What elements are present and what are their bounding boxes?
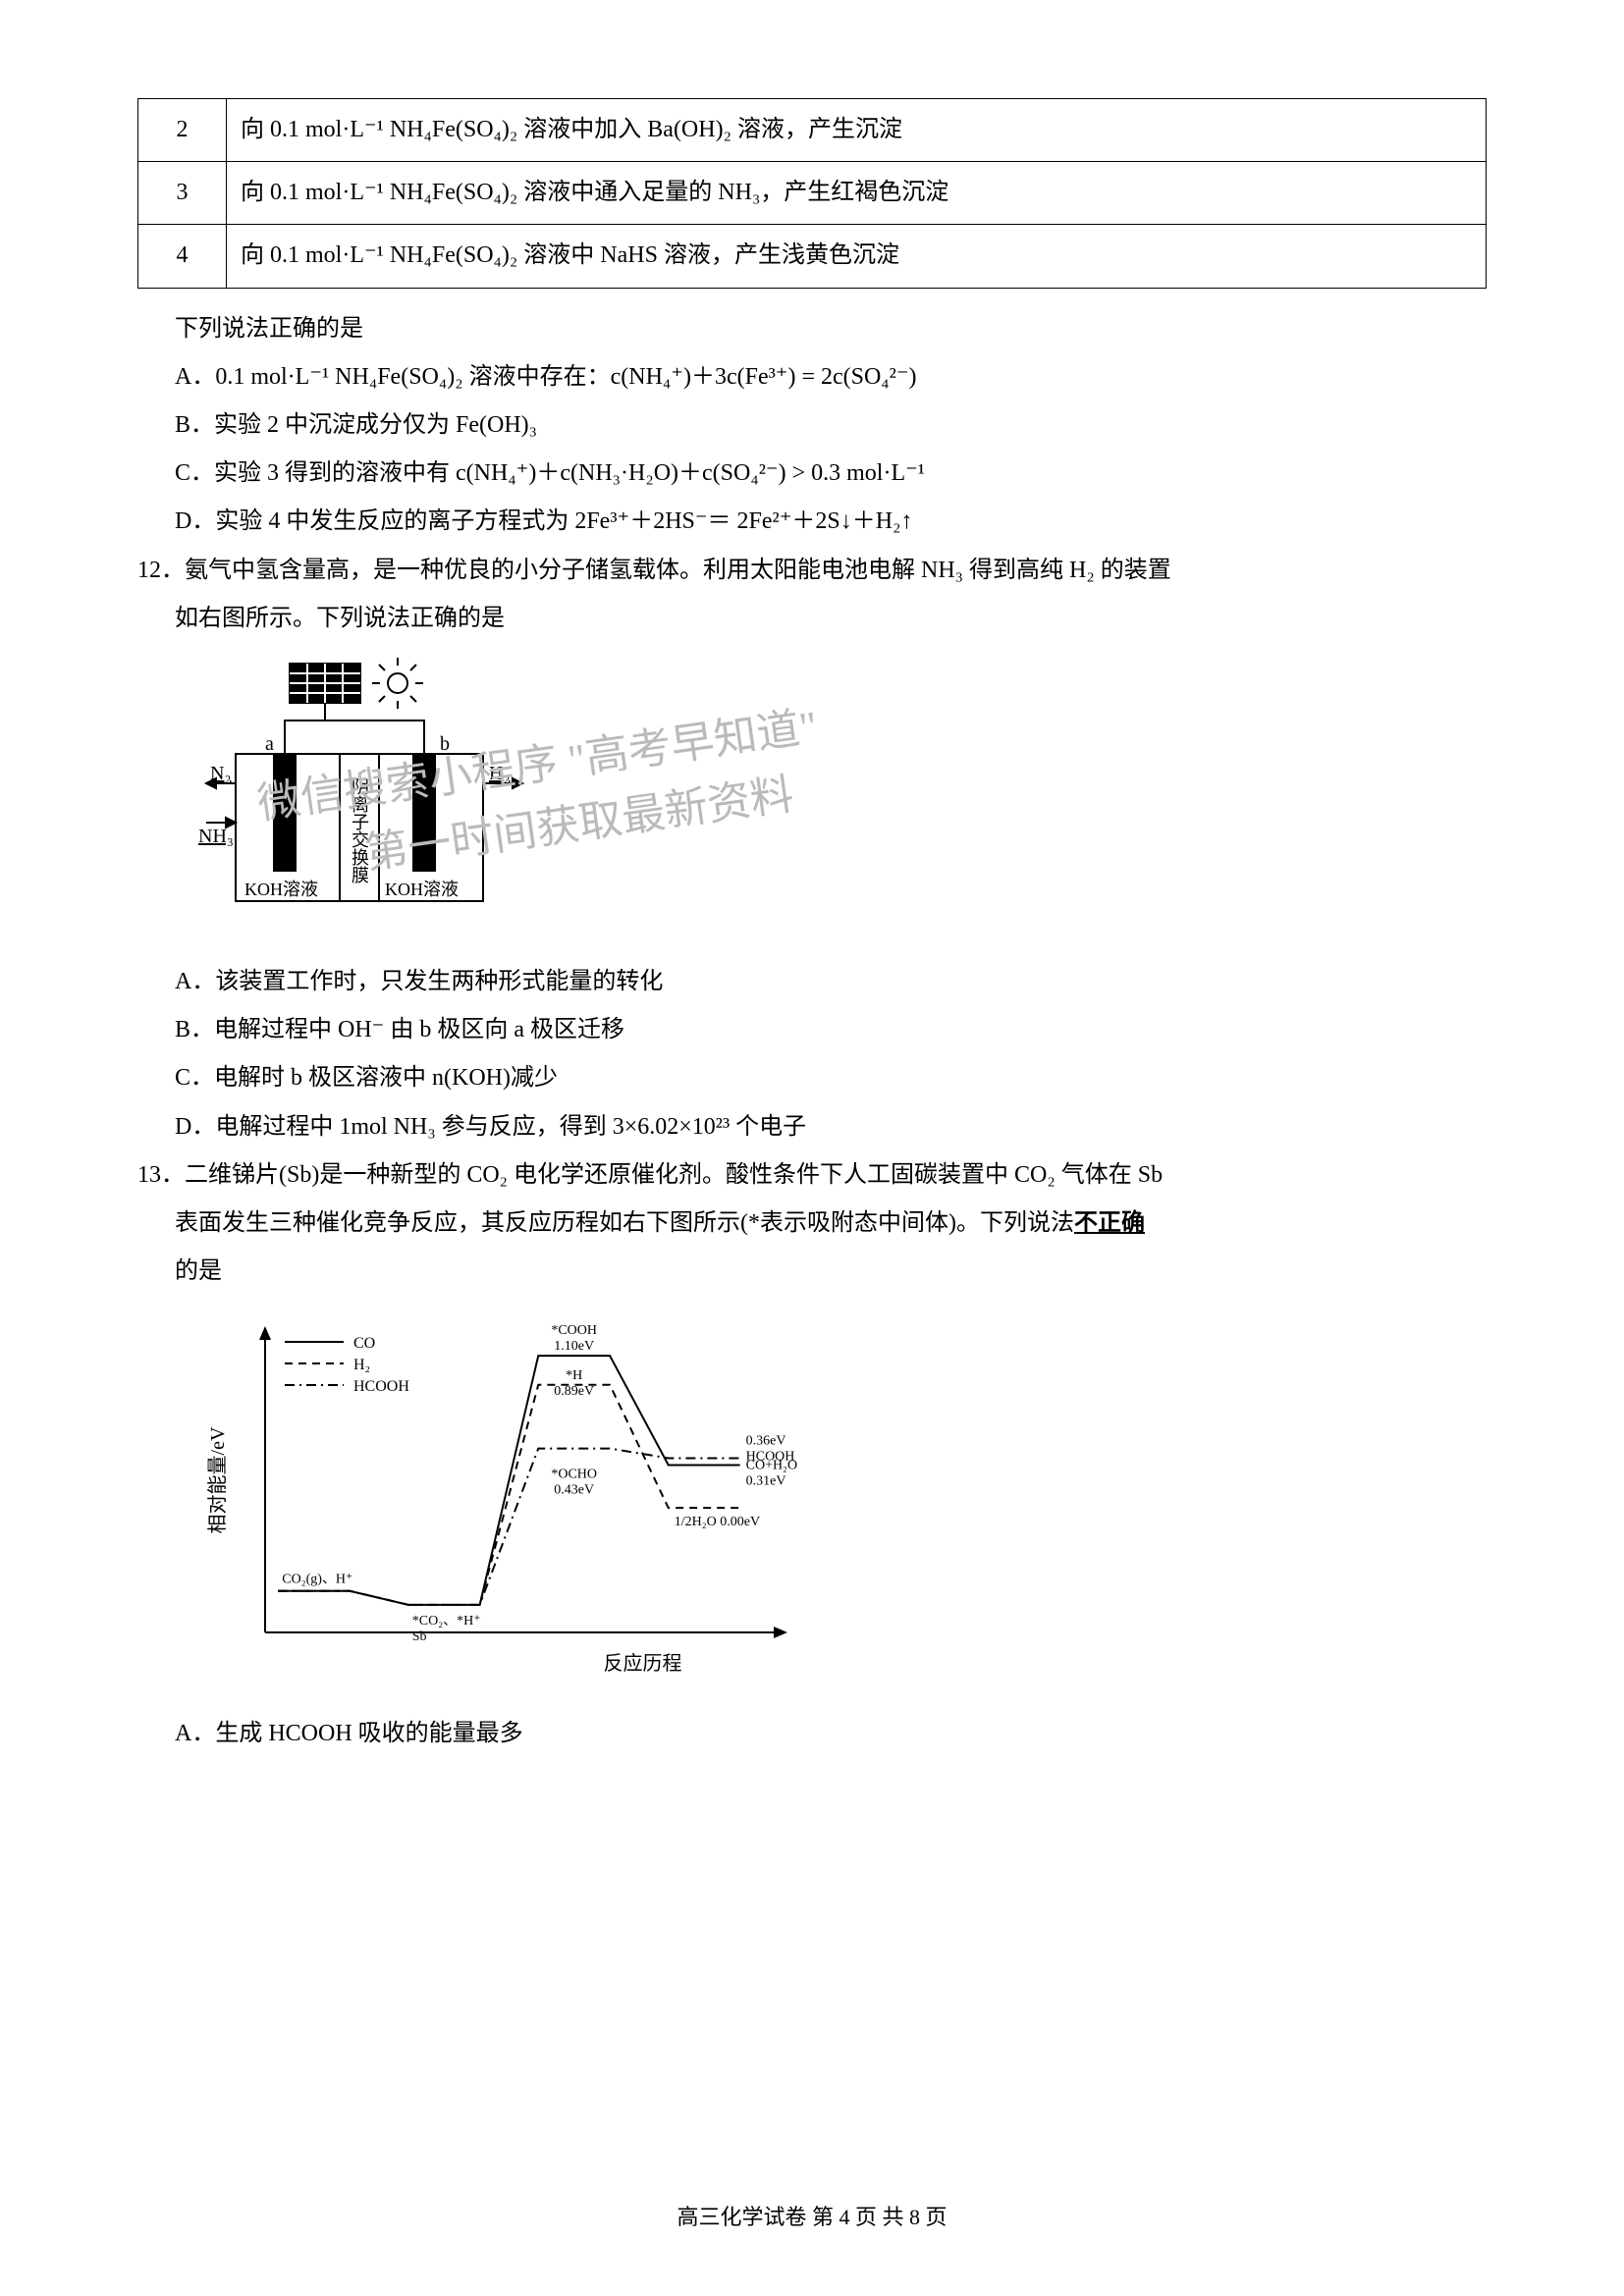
row-num: 2 — [138, 99, 227, 162]
table-row: 2 向 0.1 mol·L⁻¹ NH₄Fe(SO₄)₂ 溶液中加入 Ba(OH)… — [138, 99, 1487, 162]
svg-text:相对能量/eV: 相对能量/eV — [206, 1426, 229, 1533]
q12-stem-line1: 氨气中氢含量高，是一种优良的小分子储氢载体。利用太阳能电池电解 NH₃ 得到高纯… — [185, 558, 1171, 583]
svg-text:*COOH: *COOH — [551, 1324, 597, 1339]
svg-text:CO: CO — [353, 1335, 375, 1352]
svg-text:1.10eV: 1.10eV — [554, 1340, 594, 1355]
svg-text:1/2H₂O 0.00eV: 1/2H₂O 0.00eV — [675, 1516, 760, 1530]
q11-option-a: A．0.1 mol·L⁻¹ NH₄Fe(SO₄)₂ 溶液中存在：c(NH₄⁺)＋… — [137, 356, 1487, 399]
q13-stem-underline: 不正确 — [1074, 1210, 1145, 1236]
q11-option-b: B．实验 2 中沉淀成分仅为 Fe(OH)₃ — [137, 404, 1487, 447]
svg-text:0.36eV: 0.36eV — [746, 1434, 786, 1449]
q12-option-b: B．电解过程中 OH⁻ 由 b 极区向 a 极区迁移 — [137, 1009, 1487, 1051]
label-h2: H₂ — [489, 763, 510, 784]
row-text: 向 0.1 mol·L⁻¹ NH₄Fe(SO₄)₂ 溶液中通入足量的 NH₃，产… — [227, 162, 1487, 225]
q12-option-c: C．电解时 b 极区溶液中 n(KOH)减少 — [137, 1057, 1487, 1099]
q12-option-a: A．该装置工作时，只发生两种形式能量的转化 — [137, 961, 1487, 1003]
row-num: 3 — [138, 162, 227, 225]
label-right-sol: KOH溶液 — [385, 880, 459, 899]
table-row: 4 向 0.1 mol·L⁻¹ NH₄Fe(SO₄)₂ 溶液中 NaHS 溶液，… — [138, 225, 1487, 288]
svg-text:HCOOH: HCOOH — [353, 1378, 409, 1395]
label-n2: N₂ — [210, 763, 231, 784]
svg-text:0.31eV: 0.31eV — [746, 1474, 786, 1489]
row-num: 4 — [138, 225, 227, 288]
q13-option-a: A．生成 HCOOH 吸收的能量最多 — [137, 1713, 1487, 1755]
label-a: a — [265, 733, 274, 755]
svg-text:*CO₂、*H⁺: *CO₂、*H⁺ — [412, 1614, 481, 1629]
q13-figure: 相对能量/eV 反应历程 CO H₂ HCOOH CO₂(g)、H⁺ *CO₂、*H⁺Sb *… — [196, 1308, 1487, 1696]
svg-text:CO+H₂O: CO+H₂O — [746, 1459, 797, 1473]
electrolysis-diagram-svg: a b N₂ NH₃ H₂ KOH溶液 KOH溶液 阴离子交换膜 — [196, 656, 550, 931]
svg-text:*H: *H — [566, 1368, 582, 1383]
label-left-sol: KOH溶液 — [244, 880, 318, 899]
q12-figure: a b N₂ NH₃ H₂ KOH溶液 KOH溶液 阴离子交换膜 — [196, 656, 1487, 945]
q13-stem-line2a: 表面发生三种催化竞争反应，其反应历程如右下图所示(*表示吸附态中间体)。下列说法 — [175, 1210, 1074, 1236]
row-text: 向 0.1 mol·L⁻¹ NH₄Fe(SO₄)₂ 溶液中加入 Ba(OH)₂ … — [227, 99, 1487, 162]
svg-text:H₂: H₂ — [353, 1357, 370, 1373]
label-b: b — [440, 733, 450, 755]
svg-text:0.89eV: 0.89eV — [554, 1384, 594, 1399]
q12-number: 12． — [137, 558, 185, 583]
svg-text:反应历程: 反应历程 — [604, 1652, 682, 1675]
q13-stem: 13．二维锑片(Sb)是一种新型的 CO₂ 电化学还原催化剂。酸性条件下人工固碳… — [137, 1154, 1487, 1197]
q11-option-d: D．实验 4 中发生反应的离子方程式为 2Fe³⁺＋2HS⁻＝ 2Fe²⁺＋2S… — [137, 501, 1487, 543]
label-membrane: 阴离子交换膜 — [350, 777, 369, 883]
q13-number: 13． — [137, 1162, 185, 1188]
table-row: 3 向 0.1 mol·L⁻¹ NH₄Fe(SO₄)₂ 溶液中通入足量的 NH₃… — [138, 162, 1487, 225]
svg-text:Sb: Sb — [412, 1629, 427, 1644]
q12-stem-line2: 如右图所示。下列说法正确的是 — [137, 598, 1487, 640]
label-nh3: NH₃ — [198, 826, 234, 847]
q11-option-c: C．实验 3 得到的溶液中有 c(NH₄⁺)＋c(NH₃·H₂O)＋c(SO₄²… — [137, 453, 1487, 495]
svg-text:0.43eV: 0.43eV — [554, 1483, 594, 1498]
q13-stem-line2-wrap: 表面发生三种催化竞争反应，其反应历程如右下图所示(*表示吸附态中间体)。下列说法… — [137, 1202, 1487, 1245]
row-text: 向 0.1 mol·L⁻¹ NH₄Fe(SO₄)₂ 溶液中 NaHS 溶液，产生… — [227, 225, 1487, 288]
q12-option-d: D．电解过程中 1mol NH₃ 参与反应，得到 3×6.02×10²³ 个电子 — [137, 1106, 1487, 1148]
page-footer: 高三化学试卷 第 4 页 共 8 页 — [0, 2198, 1624, 2237]
q11-lead: 下列说法正确的是 — [137, 308, 1487, 350]
experiment-table: 2 向 0.1 mol·L⁻¹ NH₄Fe(SO₄)₂ 溶液中加入 Ba(OH)… — [137, 98, 1487, 289]
q13-stem-line3: 的是 — [137, 1251, 1487, 1293]
energy-profile-chart-svg: 相对能量/eV 反应历程 CO H₂ HCOOH CO₂(g)、H⁺ *CO₂、*H⁺Sb *… — [196, 1308, 805, 1682]
q12-stem: 12．氨气中氢含量高，是一种优良的小分子储氢载体。利用太阳能电池电解 NH₃ 得… — [137, 550, 1487, 592]
svg-text:*OCHO: *OCHO — [551, 1468, 597, 1482]
svg-text:CO₂(g)、H⁺: CO₂(g)、H⁺ — [282, 1573, 352, 1587]
q13-stem-line1: 二维锑片(Sb)是一种新型的 CO₂ 电化学还原催化剂。酸性条件下人工固碳装置中… — [185, 1162, 1163, 1188]
